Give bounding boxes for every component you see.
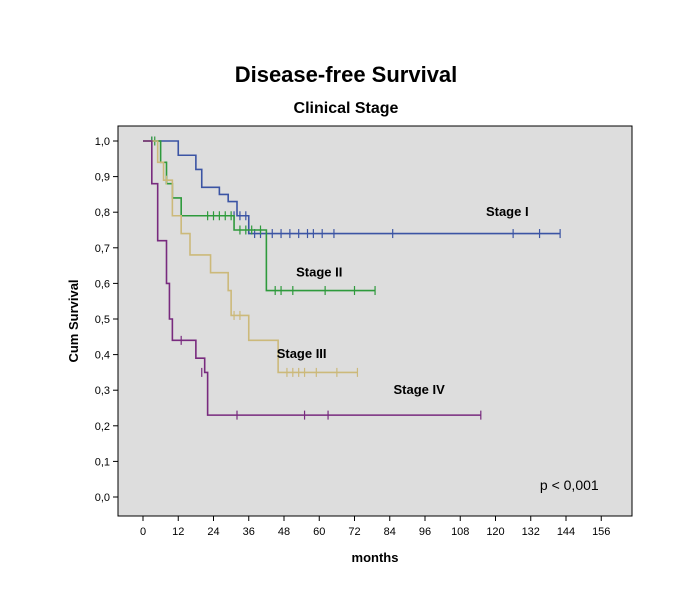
y-tick-label-10: 1,0 (95, 136, 110, 148)
x-tick-label-36: 36 (243, 526, 255, 538)
y-tick-label-8: 0,8 (95, 207, 110, 219)
chart-title: Disease-free Survival (235, 62, 458, 87)
y-tick-label-4: 0,4 (95, 350, 110, 362)
series-label-stage-ii: Stage II (296, 264, 342, 279)
x-tick-label-12: 12 (172, 526, 184, 538)
x-axis-label: months (352, 550, 399, 565)
labels-layer: Stage I Stage II Stage III Stage IV (277, 204, 529, 397)
y-tick-label-5: 0,5 (95, 314, 110, 326)
series-label-stage-iv: Stage IV (393, 382, 445, 397)
series-line-stage-iv (143, 140, 481, 416)
x-tick-label-120: 120 (486, 526, 504, 538)
x-tick-label-132: 132 (522, 526, 540, 538)
series-label-stage-iii: Stage III (277, 346, 327, 361)
y-tick-label-9: 0,9 (95, 172, 110, 184)
y-tick-label-2: 0,2 (95, 421, 110, 433)
series-line-stage-iii (143, 140, 358, 374)
y-tick-label-3: 0,3 (95, 385, 110, 397)
x-tick-label-156: 156 (592, 526, 610, 538)
axes: 0 12 24 36 48 60 72 84 96 108 120 132 144 156 0,0 0,1 0,… (95, 136, 611, 538)
x-tick-label-108: 108 (451, 526, 469, 538)
x-tick-label-96: 96 (419, 526, 431, 538)
chart-subtitle: Clinical Stage (294, 100, 399, 117)
plot-area (117, 125, 633, 517)
y-tick-label-6: 0,6 (95, 278, 110, 290)
x-tick-label-60: 60 (313, 526, 325, 538)
series-layer (143, 136, 561, 420)
y-axis-label: Cum Survival (66, 279, 81, 362)
x-tick-label-72: 72 (348, 526, 360, 538)
x-tick-label-24: 24 (207, 526, 219, 538)
p-value-annotation: p < 0,001 (540, 477, 599, 493)
x-tick-label-144: 144 (557, 526, 575, 538)
y-tick-label-7: 0,7 (95, 243, 110, 255)
series-label-stage-i: Stage I (486, 204, 529, 219)
x-tick-label-0: 0 (140, 526, 146, 538)
x-tick-label-84: 84 (384, 526, 396, 538)
x-tick-label-48: 48 (278, 526, 290, 538)
series-line-stage-i (143, 140, 561, 235)
y-tick-label-0: 0,0 (95, 492, 110, 504)
y-tick-label-1: 0,1 (95, 456, 110, 468)
